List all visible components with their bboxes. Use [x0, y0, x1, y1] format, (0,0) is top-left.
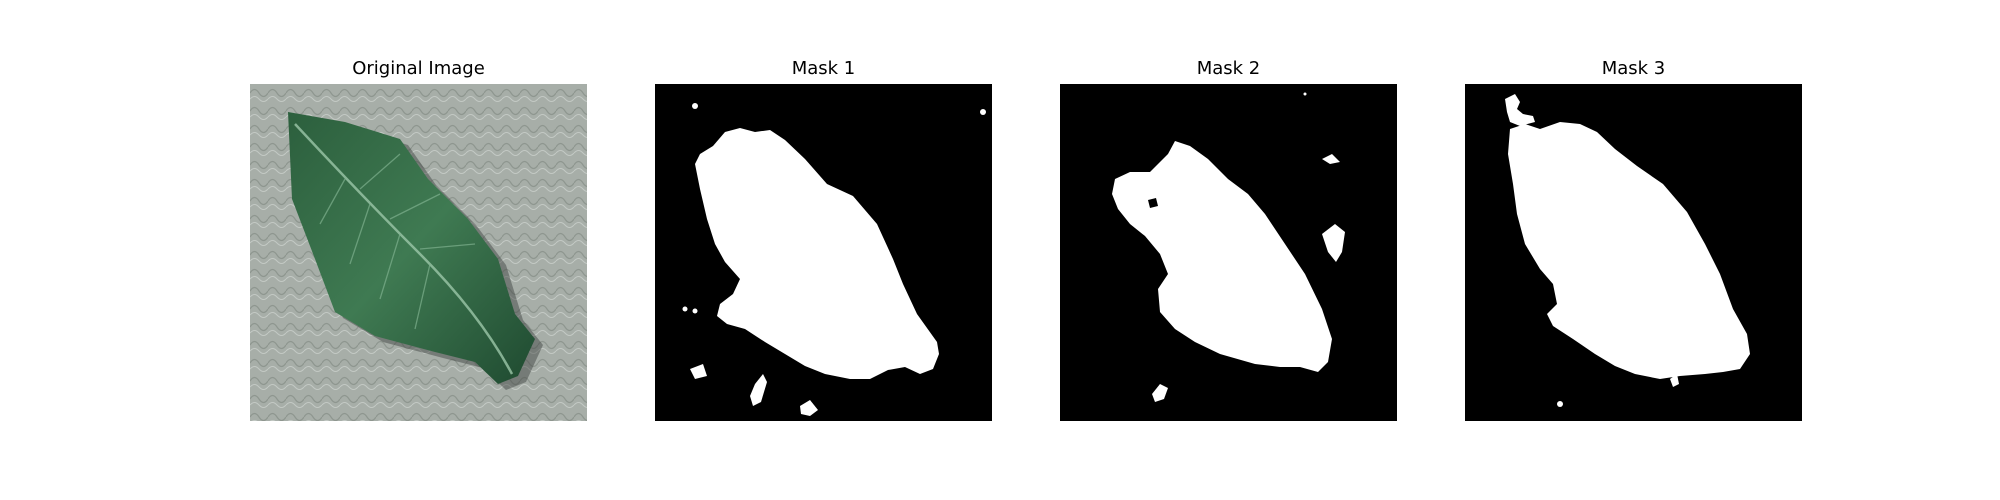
mask-2-leaf-region [1112, 141, 1332, 372]
mask-2-title: Mask 2 [1196, 58, 1261, 79]
mask-2-panel [1060, 84, 1397, 421]
mask-2-image [1060, 84, 1397, 421]
mask-1-title: Mask 1 [791, 58, 856, 79]
original-image-panel [250, 84, 587, 421]
original-leaf-image [250, 84, 587, 421]
mask-1-panel [655, 84, 992, 421]
mask-3-title: Mask 3 [1601, 58, 1666, 79]
mask-1-leaf-region [695, 128, 939, 379]
mask-3-panel [1465, 84, 1802, 421]
mask-3-image [1465, 84, 1802, 421]
mask-1-image [655, 84, 992, 421]
mask-3-leaf-region [1508, 122, 1750, 379]
original-image-title: Original Image [352, 58, 485, 79]
